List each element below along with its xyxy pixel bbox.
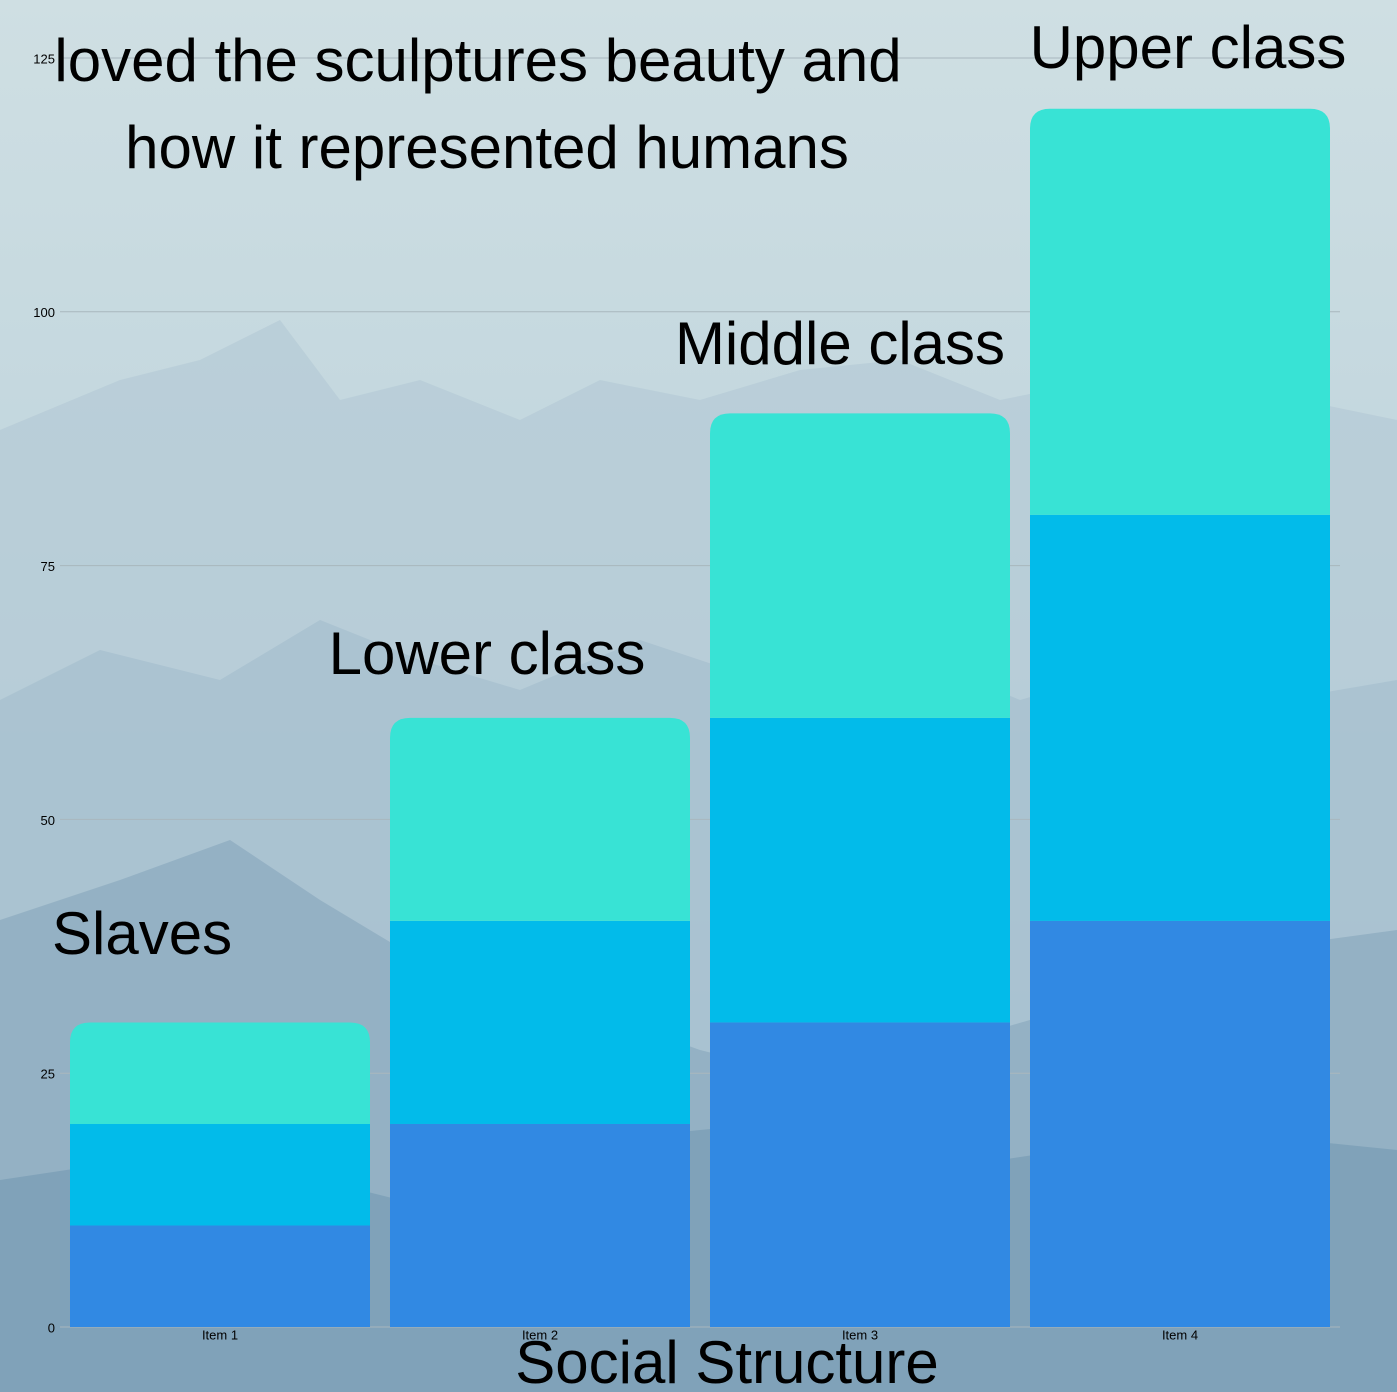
annotation: Middle class — [675, 310, 1005, 377]
y-tick-label: 25 — [41, 1067, 55, 1082]
bar-segment — [70, 1225, 370, 1327]
bar-segment — [710, 718, 1010, 1023]
bar-segment — [710, 1022, 1010, 1327]
annotation: how it represented humans — [125, 114, 849, 181]
annotation: Slaves — [52, 900, 232, 967]
bar-segment — [390, 921, 690, 1124]
bar-segment — [1030, 921, 1330, 1327]
bar-segment — [710, 413, 1010, 718]
bar-segment — [390, 718, 690, 921]
y-tick-label: 75 — [41, 559, 55, 574]
x-axis-label: Social Structure — [515, 1329, 939, 1392]
x-tick-label: Item 1 — [202, 1327, 238, 1342]
bar-segment — [1030, 109, 1330, 515]
bar-segment — [70, 1124, 370, 1226]
y-tick-label: 125 — [33, 51, 55, 66]
bar-segment — [1030, 515, 1330, 921]
bar-segment — [70, 1022, 370, 1124]
annotation: Upper class — [1030, 14, 1347, 81]
annotation: loved the sculptures beauty and — [54, 27, 901, 94]
y-tick-label: 0 — [48, 1320, 55, 1335]
bar-segment — [390, 1124, 690, 1327]
annotation: Lower class — [329, 620, 646, 687]
y-tick-label: 100 — [33, 305, 55, 320]
y-tick-label: 50 — [41, 813, 55, 828]
x-tick-label: Item 4 — [1162, 1327, 1198, 1342]
chart: 0255075100125Item 1Item 2Item 3Item 4 lo… — [0, 0, 1397, 1392]
